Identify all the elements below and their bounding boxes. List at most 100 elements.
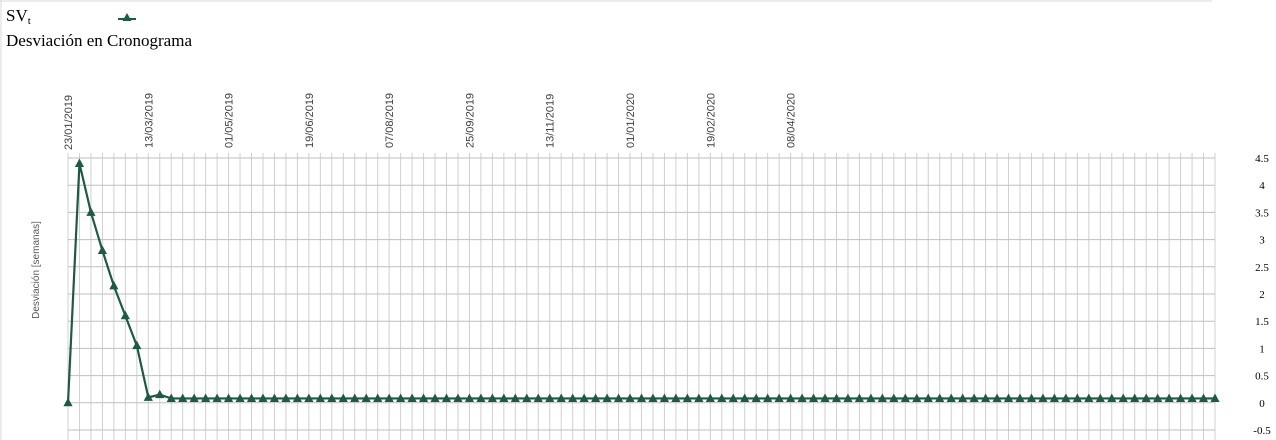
- data-point-marker: [109, 280, 119, 290]
- data-point-marker: [889, 393, 899, 402]
- data-point-marker: [1118, 393, 1128, 402]
- data-point-marker: [453, 393, 463, 402]
- data-point-marker: [545, 393, 555, 402]
- data-point-marker: [178, 393, 188, 402]
- data-point-marker: [132, 340, 142, 350]
- data-point-marker: [843, 393, 853, 402]
- x-tick-label: 25/09/2019: [464, 93, 476, 148]
- data-point-marker: [1015, 393, 1025, 402]
- data-point-marker: [797, 393, 807, 402]
- data-point-marker: [648, 393, 658, 402]
- data-point-marker: [1072, 393, 1082, 402]
- x-tick-label: 08/04/2020: [786, 93, 798, 148]
- data-point-marker: [1141, 393, 1151, 402]
- data-point-marker: [831, 393, 842, 402]
- data-point-marker: [912, 393, 922, 402]
- data-point-marker: [246, 393, 257, 402]
- legend-marker-triangle: [122, 13, 132, 21]
- data-point-marker: [923, 393, 933, 402]
- data-point-marker: [292, 393, 302, 402]
- data-point-marker: [556, 393, 566, 402]
- y-tick-labels: 4.5 4 3.5 3 2.5 2 1.5 1 0.5 0 -0.5: [1253, 153, 1271, 437]
- data-point-marker: [820, 393, 830, 402]
- grid: [67, 153, 1216, 440]
- data-point-marker: [1210, 393, 1220, 402]
- data-point-marker: [1049, 393, 1060, 402]
- data-point-marker: [1187, 393, 1197, 402]
- data-point-marker: [900, 393, 910, 402]
- data-point-marker: [361, 393, 371, 402]
- data-point-marker: [212, 393, 222, 402]
- data-point-marker: [625, 393, 635, 402]
- y-tick-label: 0.5: [1255, 371, 1269, 383]
- data-point-marker: [441, 393, 452, 402]
- y-tick-label: 4.5: [1255, 153, 1269, 165]
- data-point-marker: [694, 393, 704, 402]
- data-point-marker: [591, 393, 601, 402]
- data-point-marker: [189, 393, 199, 402]
- data-point-marker: [63, 397, 73, 407]
- chart-title: Desviación en Cronograma: [6, 31, 192, 50]
- data-point-marker: [155, 389, 165, 399]
- data-point-marker: [763, 393, 773, 402]
- data-point-marker: [636, 393, 647, 402]
- data-point-marker: [1026, 393, 1037, 402]
- data-point-marker: [659, 393, 670, 402]
- data-point-marker: [1175, 393, 1186, 402]
- legend-label-main: SV: [6, 6, 28, 25]
- data-point-marker: [464, 393, 475, 402]
- data-point-marker: [981, 393, 991, 402]
- data-point-marker: [86, 207, 96, 216]
- y-axis-label: Desviación [semanas]: [31, 221, 42, 319]
- data-point-marker: [728, 393, 738, 402]
- data-point-marker: [1003, 393, 1014, 402]
- data-point-marker: [315, 393, 325, 402]
- data-point-marker: [338, 393, 348, 402]
- data-point-marker: [1038, 393, 1048, 402]
- x-tick-label: 19/06/2019: [304, 93, 316, 148]
- data-point-marker: [786, 393, 796, 402]
- data-point-marker: [568, 393, 578, 402]
- data-point-marker: [269, 393, 280, 402]
- data-point-marker: [487, 393, 497, 402]
- data-point-marker: [396, 393, 406, 402]
- data-point-marker: [1095, 393, 1105, 402]
- y-tick-label: 0: [1259, 398, 1265, 410]
- y-tick-label: 1: [1259, 343, 1265, 355]
- data-point-marker: [969, 393, 979, 402]
- legend-label-sub: t: [28, 15, 31, 27]
- x-tick-label: 13/11/2019: [545, 94, 557, 148]
- data-point-marker: [304, 393, 314, 402]
- data-point-marker: [682, 393, 692, 402]
- y-tick-label: 3: [1259, 235, 1265, 247]
- x-tick-labels: 23/01/2019 13/03/2019 01/05/2019 19/06/2019…: [63, 93, 798, 150]
- data-point-marker: [476, 393, 486, 402]
- data-point-marker: [373, 393, 383, 402]
- y-tick-label: -0.5: [1253, 425, 1271, 437]
- y-tick-label: 1.5: [1255, 316, 1269, 328]
- data-point-marker: [281, 393, 291, 402]
- data-point-marker: [327, 393, 337, 402]
- x-tick-label: 19/02/2020: [705, 93, 717, 148]
- data-point-marker: [430, 393, 440, 402]
- data-point-marker: [613, 393, 624, 402]
- data-point-marker: [1130, 393, 1140, 402]
- series-markers: [63, 158, 1220, 407]
- data-point-marker: [854, 393, 865, 402]
- data-point-marker: [407, 393, 417, 402]
- data-point-marker: [1107, 393, 1117, 402]
- x-tick-label: 13/03/2019: [143, 93, 155, 148]
- x-tick-label: 07/08/2019: [384, 93, 396, 148]
- y-tick-label: 2.5: [1255, 262, 1269, 274]
- y-tick-label: 2: [1259, 289, 1265, 301]
- data-point-marker: [143, 392, 153, 401]
- data-point-marker: [717, 393, 727, 402]
- data-point-marker: [258, 393, 268, 402]
- data-point-marker: [866, 393, 876, 402]
- data-point-marker: [740, 393, 750, 402]
- x-tick-label: 23/01/2019: [63, 95, 75, 150]
- legend-label: SVt: [6, 6, 31, 27]
- data-point-marker: [1198, 393, 1209, 402]
